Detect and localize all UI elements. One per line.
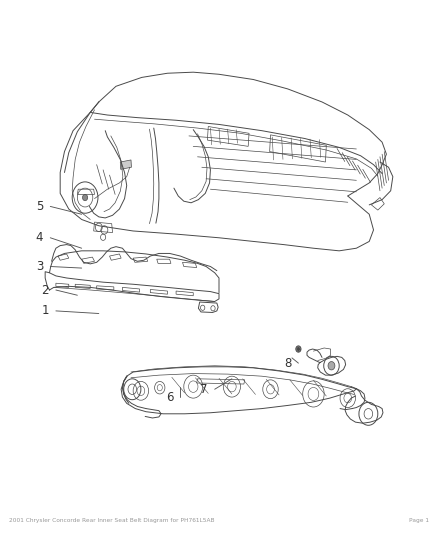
Text: 6: 6 [166, 391, 173, 403]
Circle shape [297, 348, 300, 351]
Circle shape [328, 361, 335, 370]
Text: 8: 8 [284, 357, 291, 369]
Text: 3: 3 [36, 260, 43, 273]
Circle shape [82, 195, 88, 201]
Text: 4: 4 [36, 231, 43, 244]
Text: 7: 7 [200, 383, 208, 395]
Polygon shape [120, 160, 131, 169]
Text: 2001 Chrysler Concorde Rear Inner Seat Belt Diagram for PH761L5AB: 2001 Chrysler Concorde Rear Inner Seat B… [9, 519, 214, 523]
Text: 2: 2 [42, 284, 49, 296]
Text: Page 1: Page 1 [410, 519, 429, 523]
Text: 5: 5 [36, 200, 43, 213]
Text: 1: 1 [42, 304, 49, 317]
Circle shape [296, 346, 301, 352]
